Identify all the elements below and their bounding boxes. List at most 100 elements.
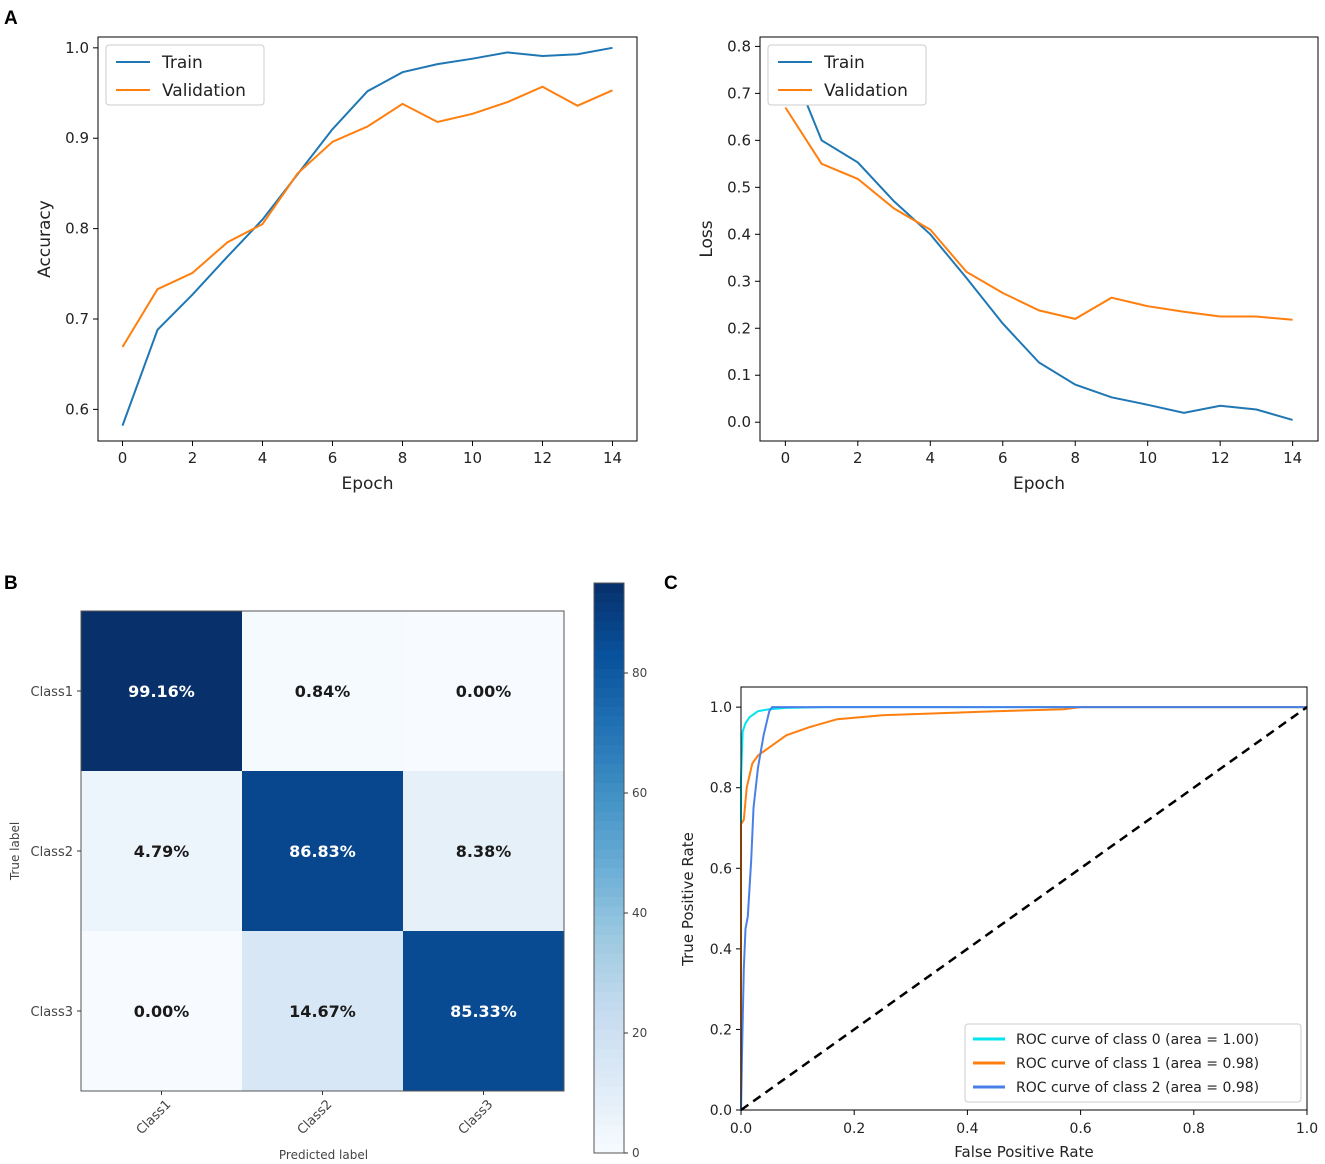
cell-value-label: 8.38% xyxy=(456,842,512,861)
x-tick-label: 0 xyxy=(118,449,128,467)
y-tick-label: 1.0 xyxy=(65,39,89,57)
colorbar-segment xyxy=(594,820,624,831)
colorbar-segment xyxy=(594,991,624,1002)
colorbar-segment xyxy=(594,801,624,812)
colorbar-segment xyxy=(594,791,624,802)
loss-chart: 0 2 4 6 8 10 12 14 0.0 0.1 0.2 0.3 0.4 0.5 0.6 0.7 0.8 Ep… xyxy=(697,36,1319,494)
y-tick-label: 0.1 xyxy=(727,366,751,384)
x-tick-label: 12 xyxy=(533,449,552,467)
heatmap-cell xyxy=(242,771,403,931)
legend-label: ROC curve of class 0 (area = 1.00) xyxy=(1016,1032,1259,1048)
plot-frame xyxy=(759,36,1319,442)
colorbar-segment xyxy=(594,1067,624,1078)
colorbar-segment xyxy=(594,611,624,622)
y-tick-label: 0.0 xyxy=(710,1103,732,1119)
row-label: Class1 xyxy=(31,685,73,700)
colorbar-segment xyxy=(594,962,624,973)
colorbar-segment xyxy=(594,1038,624,1049)
colorbar-segment xyxy=(594,829,624,840)
colorbar-segment xyxy=(594,592,624,603)
colorbar-segment xyxy=(594,1095,624,1106)
colorbar-segment xyxy=(594,734,624,745)
colorbar-tick-label: 80 xyxy=(632,666,647,680)
plot-frame xyxy=(97,36,638,442)
colorbar-segment xyxy=(594,934,624,945)
x-tick-label: 8 xyxy=(1070,449,1080,467)
y-tick-label: 0.4 xyxy=(710,942,732,958)
panel-label-c: C xyxy=(664,573,678,594)
heatmap-cell xyxy=(403,771,564,931)
colorbar-segment xyxy=(594,1029,624,1040)
legend-label: ROC curve of class 1 (area = 0.98) xyxy=(1016,1056,1259,1072)
colorbar-segment xyxy=(594,620,624,631)
x-tick-label: 14 xyxy=(1283,449,1302,467)
y-tick-label: 0.0 xyxy=(727,413,751,431)
colorbar-segment xyxy=(594,915,624,926)
colorbar-segment xyxy=(594,1048,624,1059)
colorbar-segment xyxy=(594,601,624,612)
colorbar-segment xyxy=(594,886,624,897)
colorbar-segment xyxy=(594,649,624,660)
colorbar-segment xyxy=(594,953,624,964)
legend-label: ROC curve of class 2 (area = 0.98) xyxy=(1016,1080,1259,1096)
x-tick-label: 1.0 xyxy=(1296,1121,1318,1137)
colorbar-segment xyxy=(594,1124,624,1135)
plot-frame xyxy=(740,686,1308,1111)
x-tick-label: 10 xyxy=(1138,449,1157,467)
colorbar-segment xyxy=(594,1000,624,1011)
colorbar-segment xyxy=(594,810,624,821)
colorbar-segment xyxy=(594,696,624,707)
series-line-train xyxy=(784,50,1293,421)
colorbar-tick-label: 0 xyxy=(632,1146,640,1160)
colorbar-segment xyxy=(594,1086,624,1097)
colorbar-segment xyxy=(594,782,624,793)
x-tick-label: 0.4 xyxy=(956,1121,978,1137)
y-tick-label: 0.6 xyxy=(710,861,732,877)
x-tick-label: 2 xyxy=(853,449,863,467)
colorbar-segment xyxy=(594,981,624,992)
x-tick-label: 0.0 xyxy=(730,1121,752,1137)
colorbar-segment xyxy=(594,839,624,850)
x-tick-label: 6 xyxy=(328,449,338,467)
roc-curve-class-2 xyxy=(740,706,1307,1111)
x-tick-label: 10 xyxy=(463,449,482,467)
heatmap-cell xyxy=(242,611,403,771)
y-tick-label: 1.0 xyxy=(710,700,732,716)
colorbar-segment xyxy=(594,658,624,669)
legend-label: Train xyxy=(823,53,865,73)
colorbar-segment xyxy=(594,972,624,983)
y-tick-label: 0.6 xyxy=(727,131,751,149)
series-line-train xyxy=(121,46,613,426)
heatmap-cell xyxy=(242,931,403,1091)
y-tick-label: 0.6 xyxy=(65,400,89,418)
cell-value-label: 0.84% xyxy=(295,682,351,701)
roc-curve-class-1 xyxy=(740,706,1307,1110)
colorbar-segment xyxy=(594,725,624,736)
legend-label: Validation xyxy=(824,81,908,101)
x-tick-label: 6 xyxy=(998,449,1008,467)
colorbar-segment xyxy=(594,1143,624,1154)
series-line-validation xyxy=(784,106,1293,321)
colorbar-segment xyxy=(594,715,624,726)
y-axis-label: Loss xyxy=(697,220,717,257)
heatmap-cell xyxy=(81,771,242,931)
colorbar-segment xyxy=(594,1105,624,1116)
colorbar-segment xyxy=(594,1114,624,1125)
chance-diagonal xyxy=(740,706,1308,1112)
accuracy-chart: 0 2 4 6 8 10 12 14 0.6 0.7 0.8 0.9 1.0 Epoch Accuracy T… xyxy=(35,36,638,494)
colorbar-segment xyxy=(594,582,624,593)
y-axis-label: Accuracy xyxy=(35,200,55,278)
colorbar-segment xyxy=(594,1057,624,1068)
cell-value-label: 86.83% xyxy=(289,842,356,861)
colorbar-segment xyxy=(594,744,624,755)
cell-value-label: 4.79% xyxy=(134,842,190,861)
colorbar-segment xyxy=(594,1019,624,1030)
x-tick-label: 0.2 xyxy=(843,1121,865,1137)
x-tick-label: 0 xyxy=(781,449,791,467)
y-tick-label: 0.9 xyxy=(65,129,89,147)
heatmap-cell xyxy=(403,931,564,1091)
heatmap-cell xyxy=(81,611,242,771)
row-label: Class3 xyxy=(31,1005,73,1020)
colorbar-tick-label: 20 xyxy=(632,1026,647,1040)
